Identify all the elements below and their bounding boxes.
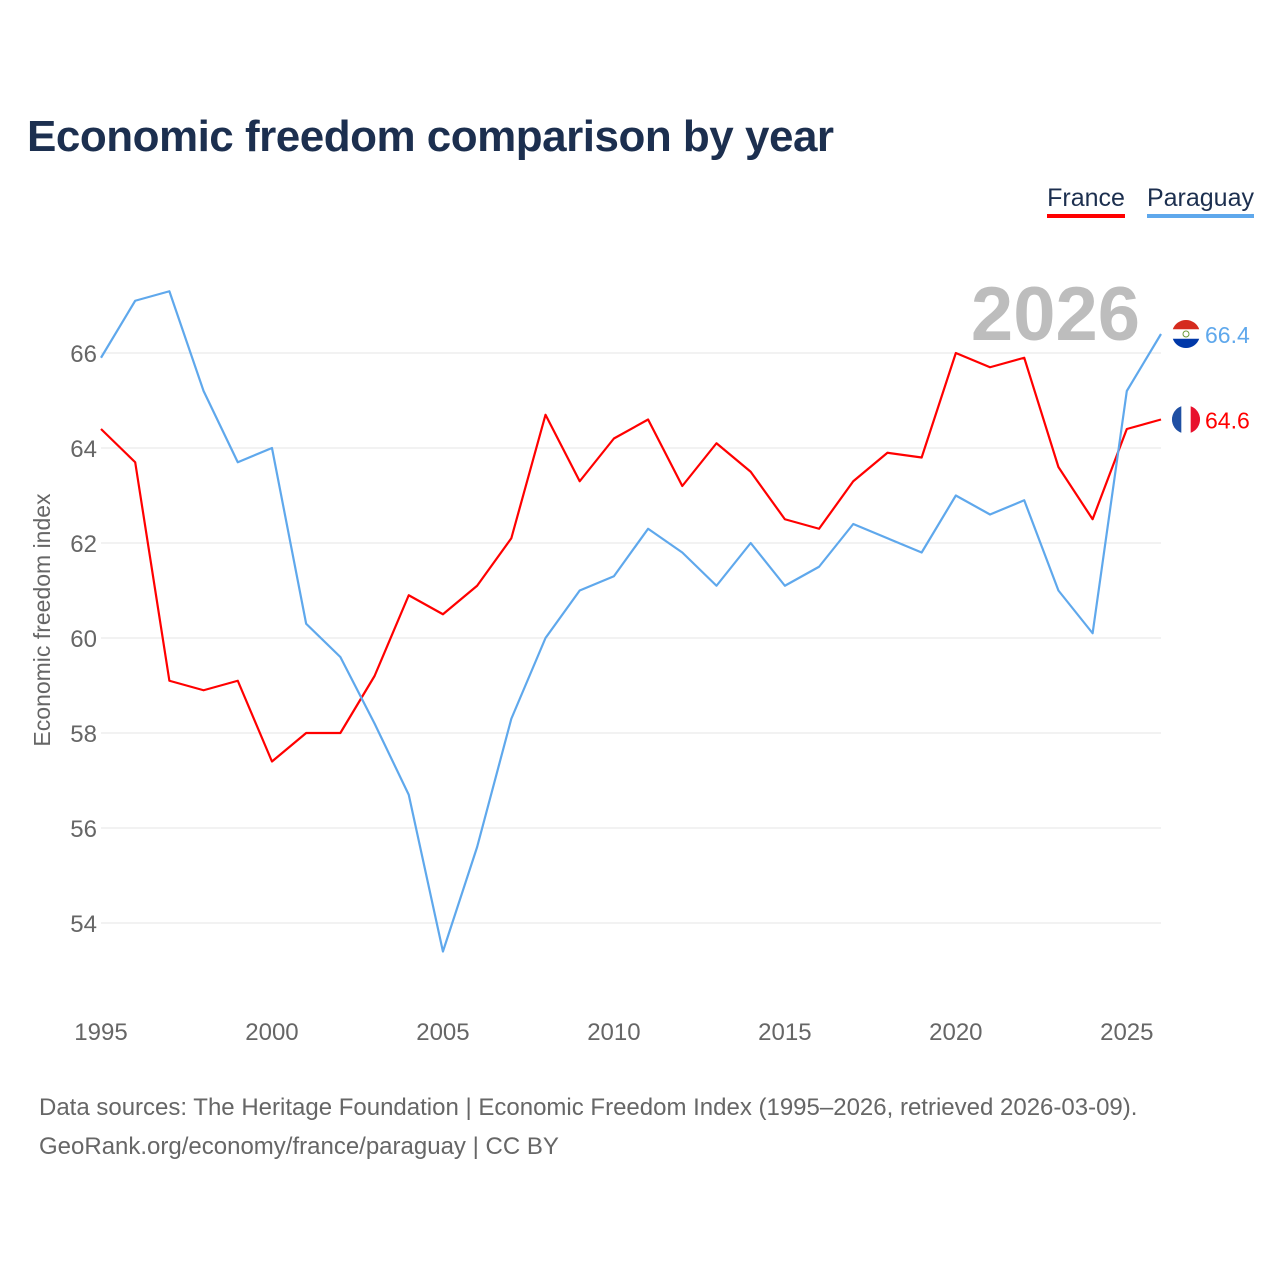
- x-tick-label: 2015: [758, 1019, 811, 1046]
- france-flag-blue: [1171, 406, 1182, 433]
- series-line-paraguay: [100, 290, 1162, 953]
- x-tick-label: 2020: [929, 1019, 982, 1046]
- chart-title: Economic freedom comparison by year: [27, 112, 834, 161]
- y-tick-label: 58: [70, 721, 97, 748]
- current-year-label: 2026: [971, 272, 1140, 357]
- y-tick-label: 66: [70, 341, 97, 368]
- series-line-france: [100, 351, 1162, 763]
- x-tick-label: 1995: [74, 1019, 127, 1046]
- legend: France Paraguay: [1047, 184, 1254, 218]
- paraguay-flag-red: [1172, 319, 1200, 330]
- x-tick-label: 2005: [416, 1019, 469, 1046]
- y-tick-label: 54: [70, 911, 97, 938]
- data-source-note: Data sources: The Heritage Foundation | …: [39, 1088, 1137, 1166]
- legend-france[interactable]: France: [1047, 184, 1125, 218]
- end-value-label-france: 64.6: [1205, 408, 1250, 434]
- end-value-label-paraguay: 66.4: [1205, 322, 1250, 348]
- france-flag-red: [1190, 406, 1201, 433]
- y-tick-label: 56: [70, 816, 97, 843]
- y-tick-label: 62: [70, 531, 97, 558]
- x-tick-label: 2010: [587, 1019, 640, 1046]
- paraguay-flag-blue: [1172, 338, 1200, 349]
- source-line-1: Data sources: The Heritage Foundation | …: [39, 1094, 1138, 1121]
- x-tick-label: 2000: [245, 1019, 298, 1046]
- y-tick-label: 60: [70, 626, 97, 653]
- y-axis-label: Economic freedom index: [29, 493, 55, 747]
- paraguay-flag-emblem: [1182, 330, 1190, 338]
- source-line-2: GeoRank.org/economy/france/paraguay | CC…: [39, 1133, 559, 1160]
- legend-paraguay[interactable]: Paraguay: [1146, 184, 1254, 218]
- x-tick-label: 2025: [1100, 1019, 1153, 1046]
- y-tick-label: 64: [70, 436, 97, 463]
